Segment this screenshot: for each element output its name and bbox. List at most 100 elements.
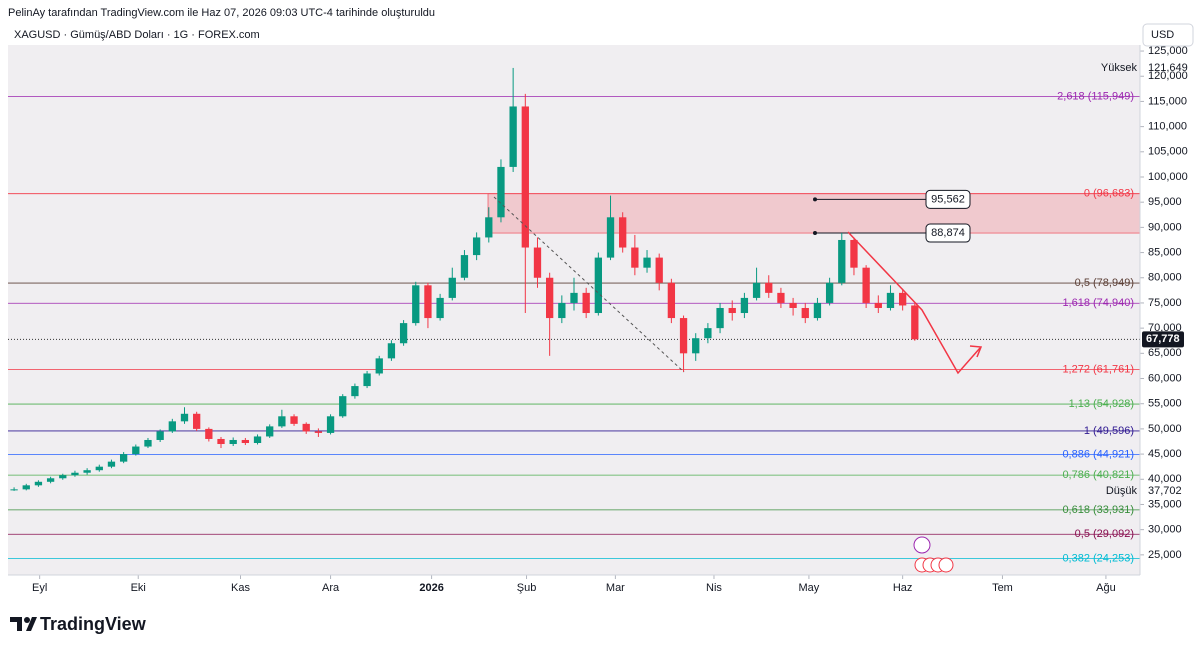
candle-body bbox=[692, 338, 700, 354]
event-icon[interactable] bbox=[938, 557, 954, 573]
x-tick-label: Şub bbox=[517, 582, 537, 594]
fib-label: 0,886 (44,921) bbox=[1062, 448, 1134, 460]
candle-body bbox=[180, 413, 189, 422]
candle-body bbox=[667, 282, 676, 319]
candle-body bbox=[71, 472, 79, 476]
fib-label: 1 (49,596) bbox=[1084, 425, 1134, 437]
logo-icon bbox=[24, 617, 30, 623]
trend-projection bbox=[847, 231, 981, 375]
candle-body bbox=[266, 426, 274, 437]
candle-body bbox=[229, 439, 237, 445]
fib-label: 1,13 (54,928) bbox=[1069, 398, 1134, 410]
candle-body bbox=[387, 343, 396, 359]
last-price-label: 67,778 bbox=[1146, 333, 1180, 345]
candle-body bbox=[558, 302, 566, 319]
y-tick-label: 60,000 bbox=[1148, 372, 1182, 384]
candle-body bbox=[789, 302, 797, 308]
candle-body bbox=[95, 466, 103, 471]
logo: TradingView bbox=[10, 614, 147, 634]
x-tick-label: Tem bbox=[992, 582, 1013, 594]
candle-body bbox=[509, 106, 517, 167]
x-tick-label: Haz bbox=[893, 582, 913, 594]
stat-name: Düşük bbox=[1106, 485, 1138, 497]
stat-value: 121,649 bbox=[1148, 62, 1188, 74]
candle-body bbox=[472, 237, 481, 256]
candle-body bbox=[850, 239, 858, 268]
x-tick-label: Eki bbox=[131, 582, 146, 594]
y-tick-label: 65,000 bbox=[1148, 347, 1182, 359]
candle-body bbox=[582, 292, 590, 314]
fib-label: 1,618 (74,940) bbox=[1062, 297, 1134, 309]
candle-body bbox=[205, 428, 213, 439]
price-dot bbox=[813, 231, 817, 236]
candle-body bbox=[740, 297, 749, 314]
candle-body bbox=[326, 416, 335, 433]
y-tick-label: 75,000 bbox=[1148, 297, 1182, 309]
event-icon[interactable] bbox=[913, 536, 931, 554]
y-tick-label: 115,000 bbox=[1148, 95, 1187, 107]
price-box bbox=[925, 223, 971, 243]
candle-body bbox=[752, 282, 761, 298]
x-tick-label: Ara bbox=[322, 582, 340, 594]
y-tick-label: 70,000 bbox=[1148, 322, 1182, 334]
y-tick-label: 100,000 bbox=[1148, 171, 1188, 183]
candle-body bbox=[728, 307, 736, 314]
candle-body bbox=[59, 475, 67, 479]
candle-body bbox=[351, 386, 359, 397]
candle-body bbox=[253, 436, 262, 444]
candle-body bbox=[619, 217, 627, 248]
y-tick-label: 30,000 bbox=[1148, 524, 1182, 536]
y-tick-label: 35,000 bbox=[1148, 498, 1182, 510]
logo-icon bbox=[26, 617, 37, 631]
candle-body bbox=[594, 257, 602, 314]
y-tick-label: 40,000 bbox=[1148, 473, 1182, 485]
candle-body bbox=[278, 416, 286, 427]
stat-name: Yüksek bbox=[1101, 62, 1138, 74]
candle-body bbox=[412, 285, 420, 324]
candle-body bbox=[546, 277, 554, 319]
candle-body bbox=[10, 489, 18, 491]
candle-body bbox=[375, 358, 383, 374]
x-tick-label: Kas bbox=[231, 582, 250, 594]
candle-body bbox=[156, 431, 164, 440]
candle-body bbox=[898, 292, 907, 306]
fib-label: 0,382 (24,253) bbox=[1062, 553, 1134, 565]
price-dot bbox=[813, 197, 817, 202]
y-tick-label: 105,000 bbox=[1148, 146, 1188, 158]
candle-body bbox=[631, 247, 639, 268]
fib-label: 0,5 (29,092) bbox=[1075, 528, 1134, 540]
y-tick-label: 90,000 bbox=[1148, 221, 1182, 233]
y-tick-label: 125,000 bbox=[1148, 45, 1188, 57]
candle-body bbox=[716, 307, 724, 329]
symbol: XAGUSD · Gümüş/ABD Doları · 1G · FOREX.c… bbox=[14, 29, 260, 41]
y-tick-label: 50,000 bbox=[1148, 423, 1182, 435]
candle-body bbox=[813, 302, 822, 319]
y-tick-label: 85,000 bbox=[1148, 246, 1182, 258]
trend-dashed bbox=[493, 196, 685, 373]
y-tick-label: 80,000 bbox=[1148, 272, 1182, 284]
logo-icon bbox=[10, 617, 22, 631]
fib-label: 2,618 (115,949) bbox=[1057, 91, 1134, 103]
brand: TradingView bbox=[40, 614, 147, 634]
candle-body bbox=[34, 481, 43, 486]
candle-body bbox=[399, 323, 408, 344]
candle-body bbox=[521, 106, 529, 248]
last-price-tag bbox=[1142, 331, 1184, 348]
x-tick-label: Nis bbox=[706, 582, 722, 594]
fib-label: 1,272 (61,761) bbox=[1062, 364, 1134, 376]
candle-body bbox=[83, 470, 91, 473]
candle-body bbox=[144, 439, 152, 447]
candle-body bbox=[168, 421, 176, 432]
x-tick-label: 2026 bbox=[419, 582, 443, 594]
x-tick-label: Eyl bbox=[32, 582, 47, 594]
candle-body bbox=[217, 438, 225, 445]
currency-button[interactable] bbox=[1142, 23, 1194, 47]
candle-body bbox=[825, 282, 834, 303]
candle-body bbox=[119, 454, 128, 462]
candle-body bbox=[533, 247, 542, 278]
price-box-label: 95,562 bbox=[931, 193, 965, 205]
candle-body bbox=[497, 166, 505, 218]
candle-body bbox=[448, 277, 456, 298]
